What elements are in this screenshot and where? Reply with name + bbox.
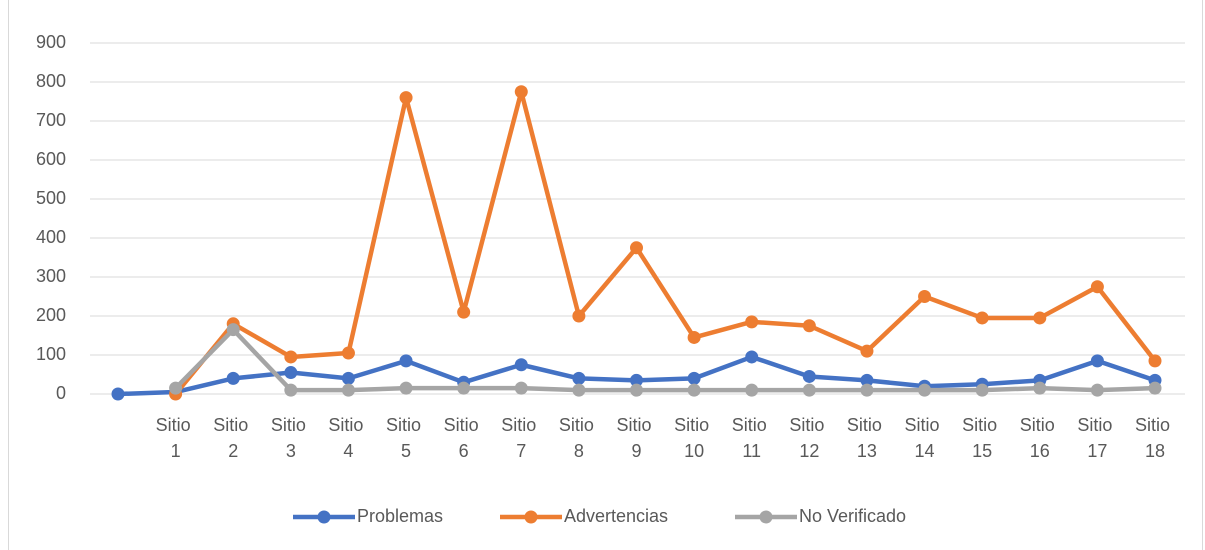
x-tick-label: Sitio 3 [271,415,311,461]
x-tick-label: Sitio 13 [847,415,887,461]
point [169,381,183,395]
x-tick-label: Sitio 2 [213,415,253,461]
point [802,383,816,397]
x-tick-label: Sitio 9 [616,415,656,461]
point [1148,381,1162,395]
x-tick-label: Sitio 16 [1020,415,1060,461]
y-tick-label: 800 [36,71,66,91]
y-tick-label: 500 [36,188,66,208]
point [975,383,989,397]
legend-label: No Verificado [799,506,906,526]
legend-marker [524,510,538,524]
point [457,305,471,319]
point [1033,311,1047,325]
legend-label: Advertencias [564,506,668,526]
point [572,371,586,385]
point [860,373,874,387]
point [284,350,298,364]
legend-marker [317,510,331,524]
y-tick-label: 200 [36,305,66,325]
point [226,371,240,385]
y-tick-label: 100 [36,344,66,364]
point [1090,280,1104,294]
x-tick-label: Sitio 8 [559,415,599,461]
point [399,381,413,395]
point [745,383,759,397]
point [1090,354,1104,368]
y-tick-label: 400 [36,227,66,247]
point [284,366,298,380]
y-tick-label: 0 [56,383,66,403]
point [687,371,701,385]
point [514,381,528,395]
point [630,383,643,397]
point [341,371,355,385]
point [975,311,989,325]
point [399,354,413,368]
point [1148,354,1162,368]
x-tick-label: Sitio 10 [674,415,714,461]
point [745,315,759,329]
y-tick-label: 300 [36,266,66,286]
x-tick-label: Sitio 4 [328,415,368,461]
point [457,381,471,395]
point [1033,381,1047,395]
point [572,383,586,397]
series-line [174,327,1156,393]
series-line [173,89,1157,396]
point [1090,383,1104,397]
x-tick-label: Sitio 15 [962,415,1002,461]
y-tick-label: 600 [36,149,66,169]
point [687,383,701,397]
point [687,330,701,344]
x-tick-label: Sitio 18 [1135,415,1175,461]
point [399,91,413,105]
x-tick-label: Sitio 7 [501,415,541,461]
point [514,358,528,372]
point [860,344,874,358]
point [802,319,816,333]
point [802,369,816,383]
legend-label: Problemas [357,506,443,526]
point [514,85,528,99]
x-tick-label: Sitio 5 [386,415,426,461]
y-tick-label: 900 [36,32,66,52]
x-tick-label: Sitio 6 [444,415,484,461]
point [630,373,643,387]
point [226,323,240,337]
legend-marker [759,510,773,524]
point [630,241,643,255]
point [341,383,355,397]
point [572,309,586,323]
x-tick-label: Sitio 14 [905,415,945,461]
point [745,350,759,364]
point [918,290,932,303]
point [111,387,125,401]
point [284,383,298,397]
x-tick-label: Sitio 12 [789,415,829,461]
point [860,383,874,397]
x-tick-label: Sitio 11 [732,415,772,461]
x-tick-label: Sitio 17 [1077,415,1117,461]
point [918,383,932,397]
chart-border [8,0,1203,550]
y-tick-label: 700 [36,110,66,130]
x-tick-label: Sitio 1 [156,415,196,461]
point [341,346,355,360]
